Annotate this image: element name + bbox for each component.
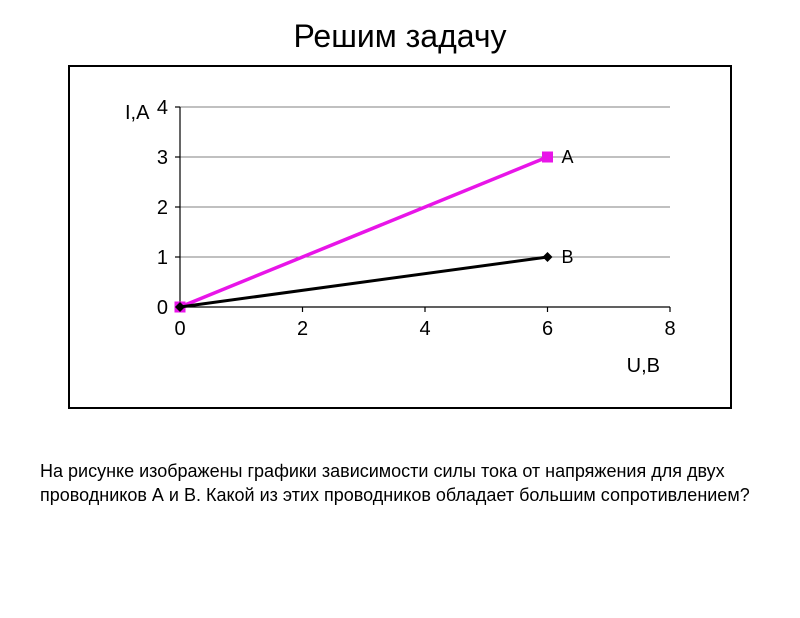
page-title: Решим задачу	[0, 18, 800, 55]
svg-text:4: 4	[157, 97, 168, 119]
iv-chart: 0 1 2 3 4 I,А 0 2 4 6 8U,В А В	[70, 67, 730, 407]
svg-text:1: 1	[157, 247, 168, 269]
problem-caption: На рисунке изображены графики зависимост…	[40, 459, 760, 508]
svg-text:3: 3	[157, 147, 168, 169]
chart-container: 0 1 2 3 4 I,А 0 2 4 6 8U,В А В	[68, 65, 732, 409]
svg-text:6: 6	[542, 318, 553, 340]
svg-text:U,В: U,В	[627, 355, 660, 377]
svg-text:4: 4	[419, 318, 430, 340]
svg-text:0: 0	[157, 297, 168, 319]
svg-text:А: А	[562, 147, 574, 167]
svg-text:I,А: I,А	[125, 102, 150, 124]
svg-text:2: 2	[297, 318, 308, 340]
svg-text:В: В	[562, 247, 574, 267]
svg-text:8: 8	[664, 318, 675, 340]
svg-text:2: 2	[157, 197, 168, 219]
svg-text:0: 0	[174, 318, 185, 340]
